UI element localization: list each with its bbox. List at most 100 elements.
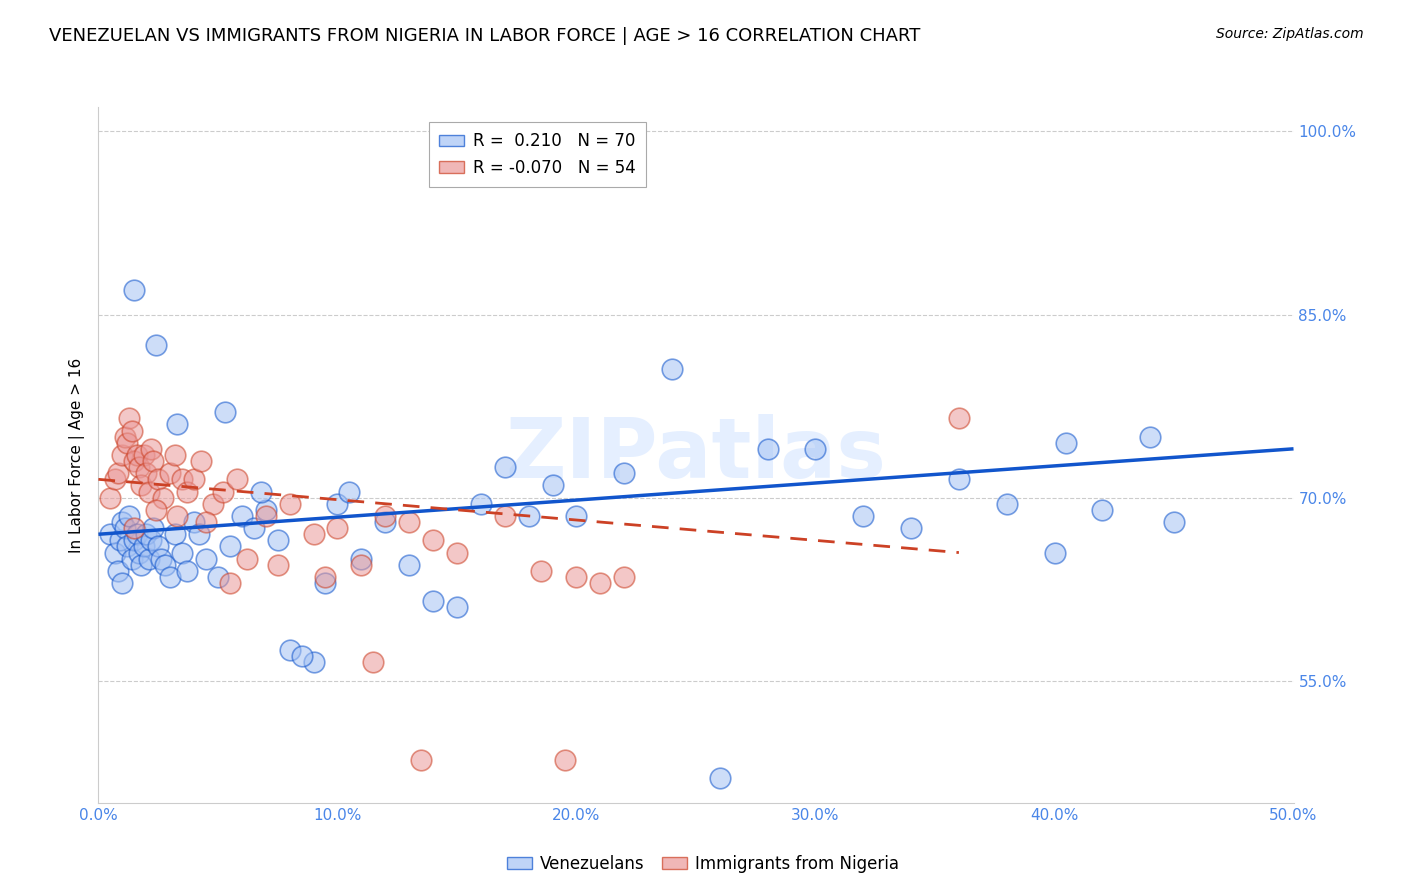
Point: [183, 515, 205, 529]
Point: [422, 533, 444, 548]
Point: [125, 527, 148, 541]
Point: [398, 515, 420, 529]
Point: [315, 570, 337, 584]
Point: [135, 527, 157, 541]
Point: [1139, 429, 1161, 443]
Point: [1043, 545, 1066, 559]
Point: [131, 558, 153, 572]
Point: [530, 564, 553, 578]
Point: [219, 540, 242, 554]
Point: [142, 454, 165, 468]
Point: [291, 649, 314, 664]
Point: [254, 508, 277, 523]
Point: [541, 478, 564, 492]
Point: [138, 551, 160, 566]
Point: [363, 656, 385, 670]
Point: [139, 442, 162, 456]
Point: [104, 545, 127, 559]
Point: [148, 472, 170, 486]
Point: [131, 478, 153, 492]
Point: [804, 442, 827, 456]
Point: [374, 508, 396, 523]
Point: [183, 472, 205, 486]
Point: [163, 527, 186, 541]
Point: [107, 564, 129, 578]
Point: [589, 576, 612, 591]
Point: [114, 429, 136, 443]
Point: [166, 508, 188, 523]
Point: [132, 540, 155, 554]
Point: [118, 411, 141, 425]
Point: [107, 467, 129, 481]
Point: [267, 533, 290, 548]
Point: [709, 772, 731, 786]
Point: [565, 570, 588, 584]
Point: [202, 497, 225, 511]
Point: [139, 533, 162, 548]
Point: [132, 448, 155, 462]
Point: [111, 515, 134, 529]
Point: [339, 484, 361, 499]
Point: [148, 540, 170, 554]
Point: [254, 503, 277, 517]
Legend: Venezuelans, Immigrants from Nigeria: Venezuelans, Immigrants from Nigeria: [501, 848, 905, 880]
Point: [128, 460, 150, 475]
Point: [302, 656, 325, 670]
Point: [948, 472, 970, 486]
Point: [118, 508, 141, 523]
Point: [211, 484, 233, 499]
Point: [278, 643, 301, 657]
Legend: R =  0.210   N = 70, R = -0.070   N = 54: R = 0.210 N = 70, R = -0.070 N = 54: [429, 122, 645, 186]
Point: [250, 484, 273, 499]
Point: [446, 545, 468, 559]
Point: [302, 527, 325, 541]
Point: [104, 472, 127, 486]
Point: [756, 442, 779, 456]
Point: [159, 467, 181, 481]
Point: [138, 484, 160, 499]
Point: [315, 576, 337, 591]
Point: [163, 448, 186, 462]
Point: [235, 551, 257, 566]
Point: [124, 283, 146, 297]
Point: [411, 753, 433, 767]
Point: [948, 411, 970, 425]
Point: [145, 503, 167, 517]
Point: [494, 508, 516, 523]
Point: [219, 576, 242, 591]
Point: [446, 600, 468, 615]
Point: [187, 527, 209, 541]
Point: [195, 515, 218, 529]
Point: [176, 564, 198, 578]
Point: [661, 362, 683, 376]
Text: Source: ZipAtlas.com: Source: ZipAtlas.com: [1216, 27, 1364, 41]
Point: [350, 551, 373, 566]
Point: [124, 454, 146, 468]
Point: [108, 533, 131, 548]
Point: [214, 405, 236, 419]
Point: [166, 417, 188, 432]
Point: [494, 460, 516, 475]
Point: [111, 448, 134, 462]
Y-axis label: In Labor Force | Age > 16: In Labor Force | Age > 16: [69, 358, 84, 552]
Point: [149, 551, 172, 566]
Point: [207, 570, 229, 584]
Point: [114, 521, 136, 535]
Point: [98, 491, 122, 505]
Point: [326, 497, 349, 511]
Text: VENEZUELAN VS IMMIGRANTS FROM NIGERIA IN LABOR FORCE | AGE > 16 CORRELATION CHAR: VENEZUELAN VS IMMIGRANTS FROM NIGERIA IN…: [49, 27, 921, 45]
Point: [613, 467, 636, 481]
Point: [852, 508, 875, 523]
Point: [1091, 503, 1114, 517]
Point: [155, 558, 177, 572]
Point: [1163, 515, 1185, 529]
Point: [172, 472, 194, 486]
Point: [145, 338, 167, 352]
Point: [121, 424, 143, 438]
Point: [517, 508, 540, 523]
Point: [226, 472, 249, 486]
Point: [111, 576, 134, 591]
Point: [995, 497, 1018, 511]
Point: [128, 545, 150, 559]
Point: [554, 753, 576, 767]
